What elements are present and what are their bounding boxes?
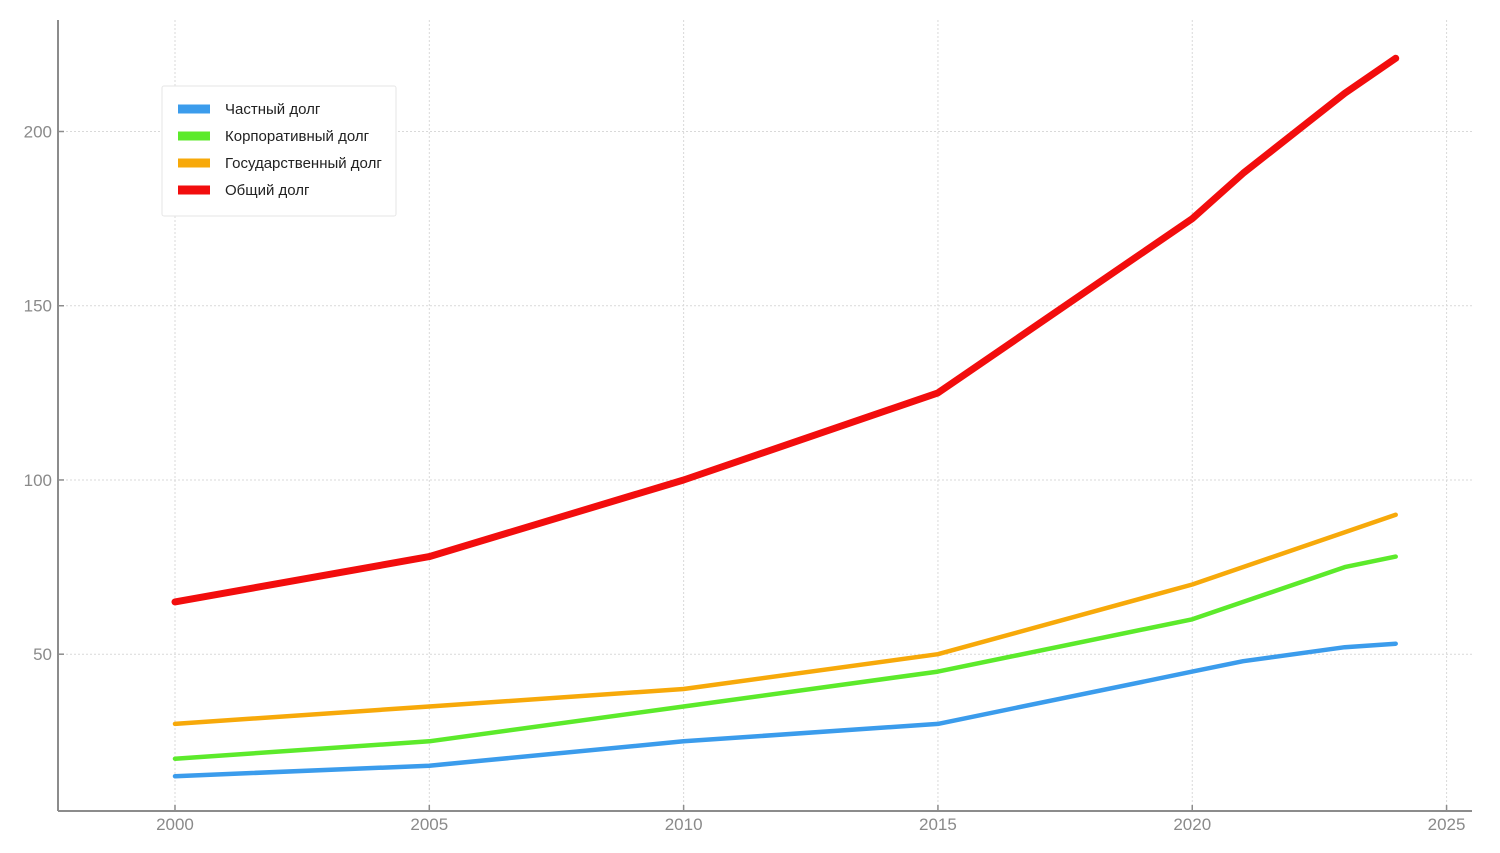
legend-swatch-3 — [178, 158, 210, 168]
legend-swatch-4 — [178, 185, 210, 195]
legend-label-2: Корпоративный долг — [225, 128, 370, 145]
legend-box — [161, 85, 397, 217]
tick-labels: 2000 2005 2010 2015 2020 2025 50 100 150 200 — [24, 123, 1466, 834]
series-line-2 — [172, 554, 1398, 761]
x-tick-label-2015: 2015 — [919, 815, 957, 834]
legend-label-4: Общий долг — [225, 182, 310, 199]
y-tick-label-100: 100 — [24, 471, 52, 490]
legend-label-1: Частный долг — [225, 101, 321, 118]
series-lines — [171, 54, 1400, 779]
series-line-4 — [171, 54, 1400, 606]
legend: Частный долг Корпоративный долг Государств… — [161, 85, 397, 217]
y-tick-label-200: 200 — [24, 123, 52, 142]
y-tick-label-50: 50 — [33, 645, 52, 664]
legend-swatch-1 — [178, 104, 210, 114]
axes — [57, 20, 1472, 812]
legend-label-3: Государственный долг — [225, 155, 382, 172]
legend-swatch-2 — [178, 131, 210, 141]
x-tick-label-2000: 2000 — [156, 815, 194, 834]
x-tick-label-2010: 2010 — [665, 815, 703, 834]
x-tick-label-2025: 2025 — [1428, 815, 1466, 834]
y-tick-label-150: 150 — [24, 297, 52, 316]
x-tick-label-2020: 2020 — [1173, 815, 1211, 834]
x-tick-label-2005: 2005 — [410, 815, 448, 834]
series-line-1 — [172, 641, 1398, 779]
series-line-3 — [172, 512, 1398, 727]
